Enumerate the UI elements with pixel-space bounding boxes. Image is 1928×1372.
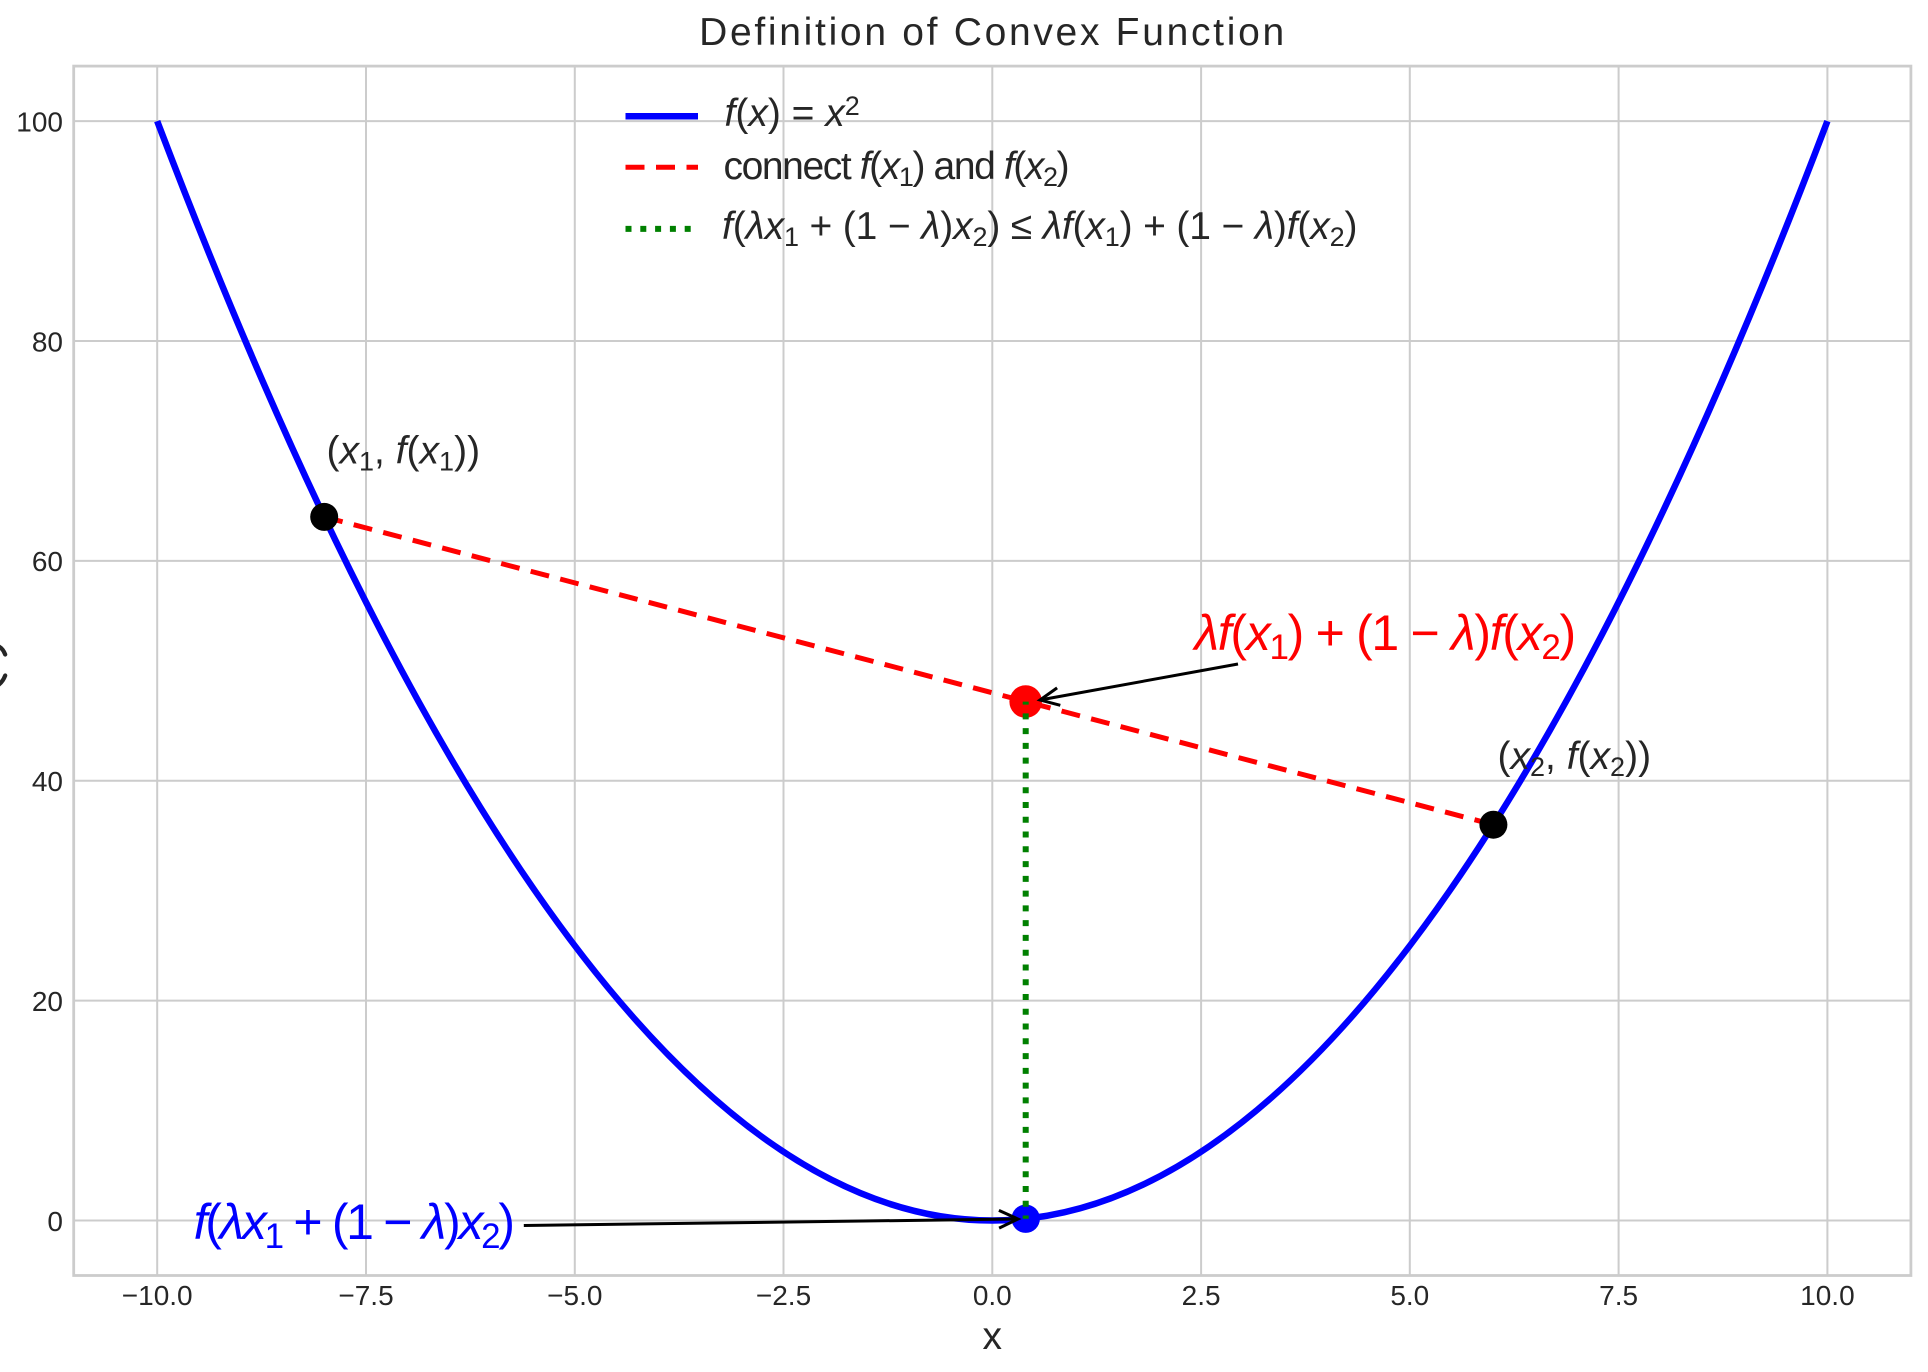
svg-text:10.0: 10.0 — [1800, 1280, 1855, 1311]
svg-text:7.5: 7.5 — [1599, 1280, 1638, 1311]
svg-text:2.5: 2.5 — [1182, 1280, 1221, 1311]
svg-text:−5.0: −5.0 — [547, 1280, 602, 1311]
svg-text:0.0: 0.0 — [973, 1280, 1012, 1311]
svg-text:5.0: 5.0 — [1390, 1280, 1429, 1311]
svg-text:−2.5: −2.5 — [756, 1280, 811, 1311]
svg-text:x: x — [983, 1315, 1003, 1358]
svg-text:(x1, f(x1)): (x1, f(x1)) — [327, 430, 481, 477]
svg-text:40: 40 — [32, 766, 63, 797]
svg-text:f(x) = x2: f(x) = x2 — [725, 91, 860, 135]
svg-text:connect f(x1) and f(x2): connect f(x1) and f(x2) — [724, 145, 1069, 192]
svg-text:f(λx1 + (1 − λ)x2): f(λx1 + (1 − λ)x2) — [194, 1194, 513, 1256]
svg-text:Definition of Convex Function: Definition of Convex Function — [699, 11, 1287, 54]
svg-text:80: 80 — [32, 326, 63, 357]
svg-text:60: 60 — [32, 546, 63, 577]
svg-text:20: 20 — [32, 986, 63, 1017]
svg-text:−7.5: −7.5 — [338, 1280, 393, 1311]
svg-text:−10.0: −10.0 — [122, 1280, 193, 1311]
svg-text:100: 100 — [16, 106, 63, 137]
svg-text:λf(x1) + (1 − λ)f(x2): λf(x1) + (1 − λ)f(x2) — [1192, 605, 1575, 667]
svg-text:(x2, f(x2)): (x2, f(x2)) — [1498, 735, 1652, 782]
svg-text:f(λx1 + (1 − λ)x2) ≤ λf(x1) +: f(λx1 + (1 − λ)x2) ≤ λf(x1) + (1 − λ)f(x… — [722, 205, 1357, 252]
svg-text:0: 0 — [47, 1206, 63, 1237]
